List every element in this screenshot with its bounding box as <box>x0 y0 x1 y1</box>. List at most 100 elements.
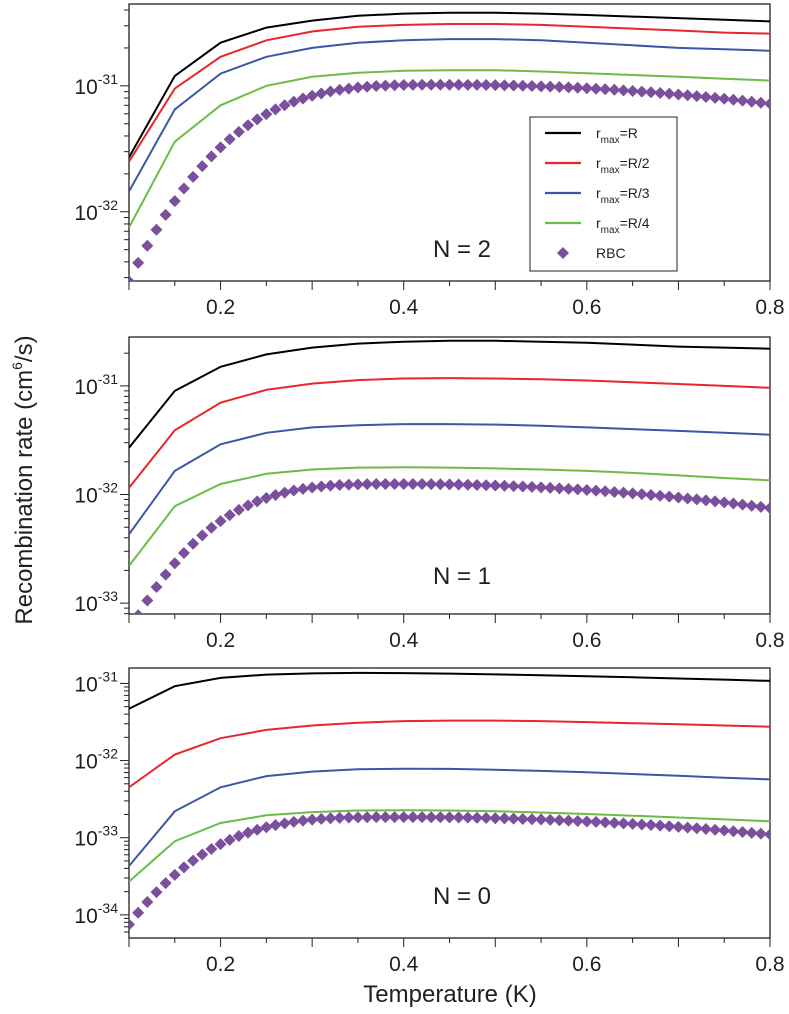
rbc-point <box>141 896 154 909</box>
rbc-point <box>672 820 685 833</box>
x-tick-label: 0.4 <box>389 629 419 652</box>
rbc-point <box>681 821 694 834</box>
rbc-point <box>315 87 328 100</box>
rbc-point <box>764 828 770 841</box>
rbc-point <box>663 820 676 833</box>
rbc-point <box>187 537 200 550</box>
rbc-point <box>535 813 548 826</box>
rbc-point <box>132 906 145 919</box>
legend-item-RBC: RBC <box>557 245 626 261</box>
rbc-point <box>159 877 172 890</box>
rbc-point <box>580 82 593 95</box>
rbc-point <box>562 482 575 495</box>
rbc-point <box>260 491 273 504</box>
rbc-point <box>699 90 712 103</box>
x-tick-label: 0.6 <box>572 296 601 319</box>
x-tick-label: 0.8 <box>755 629 784 652</box>
x-tick-label: 0.8 <box>755 953 784 976</box>
rbc-point <box>461 78 474 91</box>
rbc-point <box>635 85 648 98</box>
series-line-rmax_R3 <box>129 38 770 192</box>
series-line-rmax_R <box>129 339 770 449</box>
rbc-point <box>507 79 520 92</box>
rbc-point <box>452 478 465 491</box>
rbc-point <box>242 499 255 512</box>
rbc-point <box>223 133 236 146</box>
rbc-point <box>681 89 694 102</box>
rbc-point <box>187 170 200 183</box>
rbc-point <box>626 817 639 830</box>
rbc-point <box>452 811 465 824</box>
legend-item-rmax_R4: rmax=R/4 <box>545 215 650 236</box>
rbc-point <box>168 557 181 570</box>
rbc-point <box>498 79 511 92</box>
rbc-point <box>388 477 401 490</box>
rbc-point <box>177 182 190 195</box>
rbc-point <box>232 830 245 843</box>
rbc-point <box>287 815 300 828</box>
rbc-point <box>434 811 447 824</box>
rbc-point <box>133 609 143 614</box>
rbc-point <box>159 208 172 221</box>
y-axis-title: Recombination rate (cm6/s) <box>9 335 38 624</box>
rbc-point <box>306 481 319 494</box>
rbc-point <box>251 823 264 836</box>
rbc-point <box>370 80 383 93</box>
rbc-point <box>535 80 548 93</box>
rbc-point <box>333 811 346 824</box>
rbc-point <box>599 816 612 829</box>
rbc-point <box>342 82 355 95</box>
rbc-point <box>296 814 309 827</box>
rbc-point <box>296 482 309 495</box>
rbc-point <box>461 811 474 824</box>
rbc-point <box>580 815 593 828</box>
rbc-point <box>306 89 319 102</box>
rbc-point <box>388 79 401 92</box>
rbc-point <box>617 84 630 97</box>
rbc-point <box>150 886 163 899</box>
rbc-point <box>754 827 767 840</box>
rbc-point <box>278 99 291 112</box>
rbc-point <box>690 493 703 506</box>
rbc-point <box>342 478 355 491</box>
rbc-point <box>626 84 639 97</box>
rbc-point <box>718 496 731 509</box>
legend-item-rmax_R: rmax=R <box>545 125 638 146</box>
rbc-point <box>406 477 419 490</box>
rbc-point <box>498 479 511 492</box>
rbc-point <box>553 80 566 93</box>
legend-label: rmax=R <box>596 125 638 146</box>
x-tick-label: 0.6 <box>572 629 601 652</box>
y-tick-label: 10-32 <box>74 197 118 225</box>
rbc-point <box>150 223 163 236</box>
panel-2: 10-31 10-32 10-33 0.2 0.4 0.6 0.8 N = 1 <box>74 336 785 652</box>
rbc-point <box>287 95 300 108</box>
rbc-point <box>242 119 255 132</box>
rbc-point <box>129 275 135 281</box>
rbc-point <box>745 95 758 108</box>
rbc-point <box>397 477 410 490</box>
rbc-point <box>654 819 667 832</box>
rbc-point <box>480 479 493 492</box>
rbc-point <box>388 811 401 824</box>
rbc-point <box>754 96 767 109</box>
rbc-point <box>379 79 392 92</box>
rbc-point <box>590 815 603 828</box>
x-tick-label: 0.2 <box>206 296 235 319</box>
y-tick-label: 10-32 <box>74 480 118 508</box>
rbc-point <box>242 826 255 839</box>
rbc-point <box>608 485 621 498</box>
rbc-point <box>168 868 181 881</box>
rbc-point <box>745 826 758 839</box>
rbc-point <box>196 848 209 861</box>
rbc-point <box>269 489 282 502</box>
rbc-point <box>315 480 328 493</box>
series-line-rmax_R <box>129 671 770 710</box>
rbc-point <box>205 521 218 534</box>
legend-item-rmax_R2: rmax=R/2 <box>545 155 650 176</box>
rbc-point <box>699 494 712 507</box>
rbc-point <box>223 833 236 846</box>
rbc-point <box>342 811 355 824</box>
rbc-point <box>324 812 337 825</box>
